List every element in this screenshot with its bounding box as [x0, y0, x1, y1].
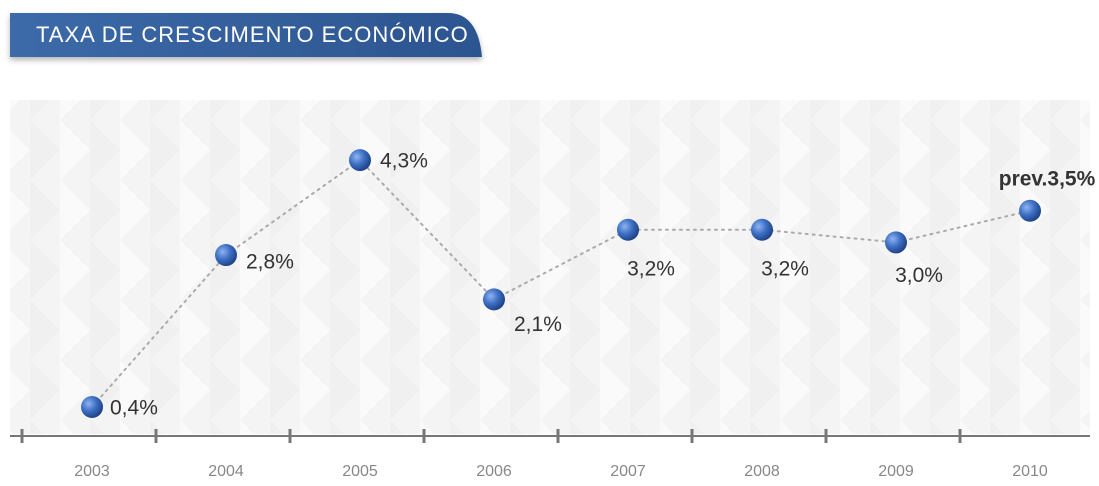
x-tick-label: 2004 — [208, 463, 244, 480]
x-tick-label: 2010 — [1012, 463, 1048, 480]
x-tick-label: 2006 — [476, 463, 512, 480]
x-tick-label: 2005 — [342, 463, 378, 480]
x-tick-label: 2009 — [878, 463, 914, 480]
x-tick-label: 2008 — [744, 463, 780, 480]
data-point — [885, 231, 907, 254]
data-label: prev.3,5% — [999, 167, 1096, 190]
data-point — [1019, 199, 1041, 222]
data-point — [751, 218, 773, 241]
data-label: 2,8% — [246, 251, 294, 274]
data-label: 3,2% — [761, 257, 809, 280]
data-point — [483, 288, 505, 311]
x-tick-label: 2003 — [74, 463, 110, 480]
x-tick-label: 2007 — [610, 463, 646, 480]
data-label: 3,0% — [895, 264, 943, 287]
chart-title: TAXA DE CRESCIMENTO ECONÓMICO — [36, 22, 469, 47]
data-point — [81, 395, 103, 418]
data-label: 3,2% — [627, 257, 675, 280]
data-point — [215, 244, 237, 267]
data-point — [349, 149, 371, 172]
plot-background — [10, 100, 1090, 434]
data-point — [617, 218, 639, 241]
data-label: 2,1% — [514, 313, 562, 336]
title-banner — [10, 13, 482, 57]
data-label: 0,4% — [110, 397, 158, 420]
data-label: 4,3% — [380, 150, 428, 173]
